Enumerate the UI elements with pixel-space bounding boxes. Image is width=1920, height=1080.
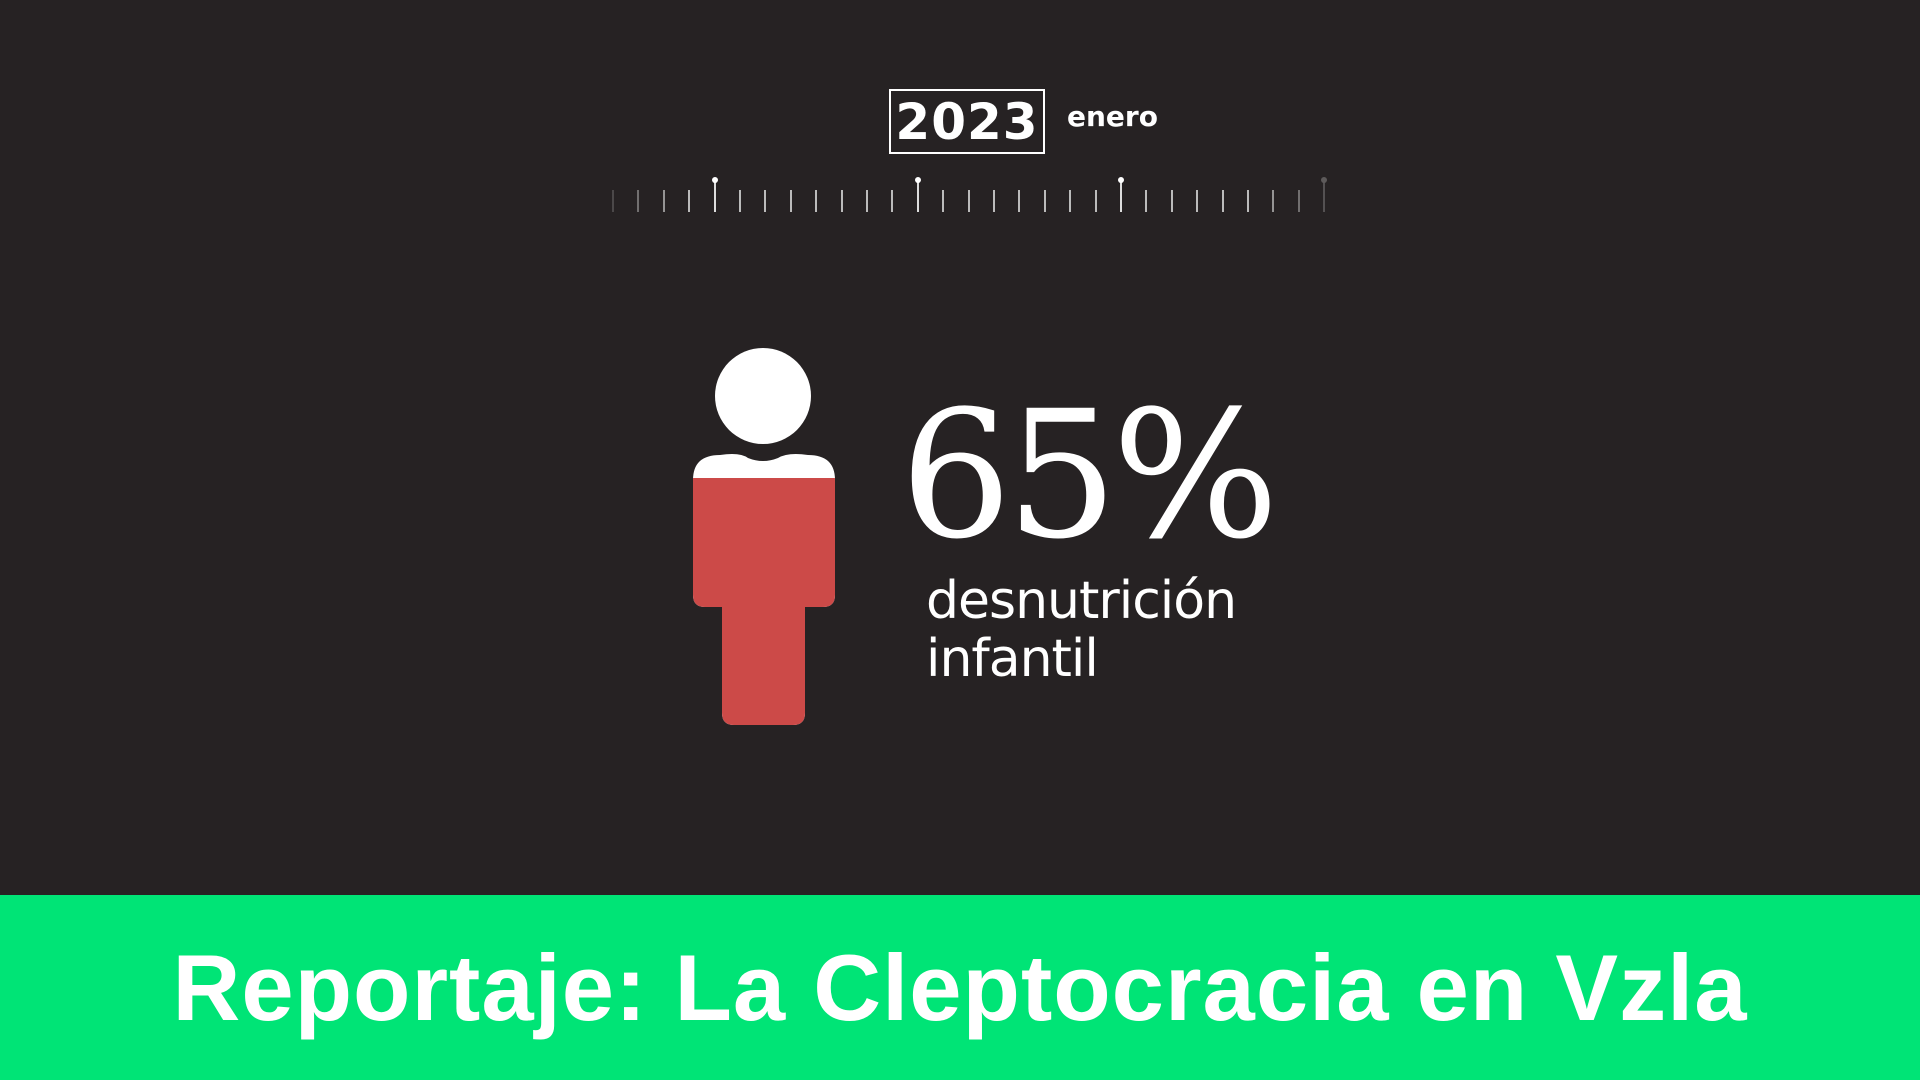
timeline-tick bbox=[1221, 190, 1224, 212]
timeline-tick bbox=[815, 190, 818, 212]
timeline-tick bbox=[789, 190, 792, 212]
timeline-tick bbox=[1297, 190, 1300, 212]
stat-label-line1: desnutrición bbox=[926, 571, 1237, 631]
timeline-tick bbox=[840, 190, 843, 212]
person-head bbox=[715, 348, 811, 444]
timeline-tick bbox=[967, 190, 970, 212]
timeline-tick bbox=[1018, 190, 1021, 212]
person-icon bbox=[693, 348, 835, 725]
timeline-tick bbox=[1043, 190, 1046, 212]
person-fill bbox=[693, 478, 835, 725]
timeline-tick bbox=[1170, 190, 1173, 212]
banner-title: Reportaje: La Cleptocracia en Vzla bbox=[172, 934, 1748, 1040]
timeline-tick bbox=[637, 190, 640, 212]
timeline-tick bbox=[688, 190, 691, 212]
title-banner: Reportaje: La Cleptocracia en Vzla bbox=[0, 895, 1920, 1080]
timeline-tick bbox=[1196, 190, 1199, 212]
timeline-tick bbox=[891, 190, 894, 212]
timeline-tick bbox=[1247, 190, 1249, 212]
timeline-tick bbox=[711, 177, 718, 212]
timeline-tick bbox=[612, 190, 614, 212]
timeline-tick bbox=[866, 190, 868, 212]
timeline-tick bbox=[993, 190, 995, 212]
timeline-tick bbox=[739, 190, 741, 212]
timeline-ruler bbox=[600, 176, 1330, 216]
timeline-tick bbox=[1272, 190, 1275, 212]
year-label: 2023 bbox=[889, 89, 1045, 154]
stat-value: 65% bbox=[900, 373, 1279, 578]
stat-label-line2: infantil bbox=[926, 629, 1099, 689]
timeline-tick bbox=[1118, 177, 1124, 212]
timeline-tick bbox=[1145, 190, 1148, 212]
timeline-tick bbox=[942, 190, 945, 212]
timeline-tick bbox=[1069, 190, 1072, 212]
timeline-tick bbox=[914, 177, 921, 212]
month-label: enero bbox=[1067, 100, 1158, 133]
timeline-tick bbox=[1094, 190, 1097, 212]
stat-label: desnutrición infantil bbox=[926, 571, 1237, 689]
timeline-tick bbox=[1321, 177, 1328, 212]
timeline-tick bbox=[662, 190, 665, 212]
timeline-tick bbox=[764, 190, 767, 212]
